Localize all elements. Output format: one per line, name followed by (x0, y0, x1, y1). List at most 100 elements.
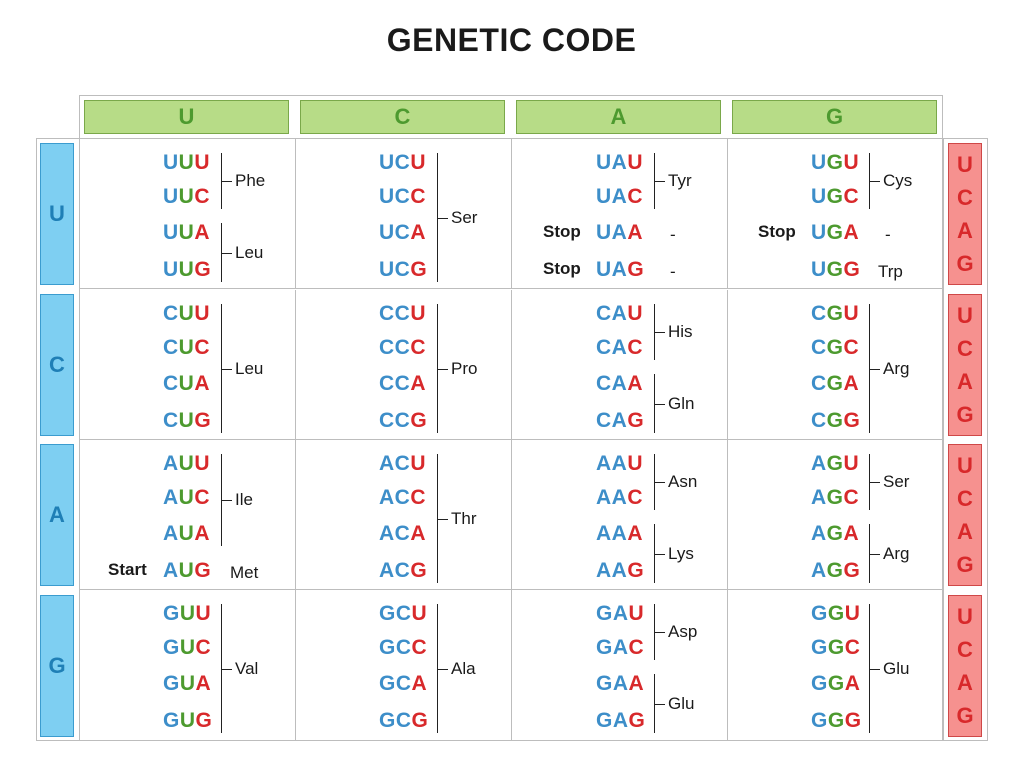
amino-acid--: - (670, 225, 676, 244)
codon-CUA: CUA (163, 372, 211, 395)
group-bracket-tick (869, 368, 880, 370)
amino-acid-Asn: Asn (668, 472, 698, 491)
third-position-letter-C: C (957, 636, 973, 662)
codon-GGU: GGU (811, 602, 861, 625)
second-position-header-A: A (516, 100, 721, 134)
page-title: GENETIC CODE (386, 22, 637, 58)
codon-AGC: AGC (811, 486, 860, 509)
codon-cell-UU: UUU UUC Phe UUA UUG Leu (80, 139, 296, 289)
codon-GAU: GAU (596, 602, 645, 625)
first-position-header-C: C (40, 294, 74, 436)
codon-cell-UA: UAU UAC Tyr UAA Stop - UAG Stop - (512, 139, 728, 289)
codon-ACG: ACG (379, 559, 428, 582)
codon-cell-AC: ACU ACC ACA ACG Thr (296, 440, 512, 590)
amino-acid-Arg: Arg (883, 358, 910, 378)
amino-acid-Trp: Trp (878, 262, 903, 281)
third-position-letter-U: U (957, 151, 973, 177)
codon-UCA: UCA (379, 221, 427, 244)
third-position-letter-G: G (956, 702, 974, 728)
amino-acid--: - (885, 225, 891, 244)
group-bracket-tick (869, 482, 880, 483)
codon-AGA: AGA (811, 522, 860, 545)
codon-cell-AU: AUU AUC AUA Ile AUG Start Met (80, 440, 296, 590)
codon-AAU: AAU (596, 452, 644, 475)
group-bracket-tick (654, 403, 665, 405)
codon-CCC: CCC (379, 336, 427, 359)
group-bracket-tick (437, 518, 448, 520)
codon-UUG: UUG (163, 258, 212, 281)
codon-GGA: GGA (811, 672, 861, 695)
codon-GUC: GUC (163, 636, 212, 659)
stop-label: Stop (543, 259, 581, 278)
amino-acid-Glu: Glu (883, 658, 910, 678)
amino-acid-Glu: Glu (668, 693, 695, 713)
codon-GCA: GCA (379, 672, 428, 695)
codon-AUU: AUU (163, 452, 211, 475)
group-bracket-tick (221, 668, 232, 670)
codon-ACU: ACU (379, 452, 427, 475)
codon-UAU: UAU (596, 151, 644, 174)
group-bracket-tick (869, 181, 880, 182)
codon-GGG: GGG (811, 709, 862, 732)
third-position-letter-C: C (957, 335, 973, 361)
amino-acid-Thr: Thr (451, 508, 477, 528)
group-bracket-tick (654, 703, 665, 705)
codon-ACC: ACC (379, 486, 427, 509)
codon-UUC: UUC (163, 185, 211, 208)
codon-UCG: UCG (379, 258, 428, 281)
codon-GGC: GGC (811, 636, 861, 659)
third-position-letter-G: G (956, 401, 974, 427)
codon-UUA: UUA (163, 221, 211, 244)
codon-GCU: GCU (379, 602, 428, 625)
amino-acid-Asp: Asp (668, 622, 698, 641)
codon-CGC: CGC (811, 336, 860, 359)
codon-UUU: UUU (163, 151, 211, 174)
codon-GAC: GAC (596, 636, 645, 659)
amino-acid-Tyr: Tyr (668, 171, 692, 190)
codon-cell-GG: GGU GGC GGA GGG Glu (728, 590, 944, 740)
codon-UGA: UGA (811, 221, 860, 244)
codon-AUG: AUG (163, 559, 212, 582)
codon-CAA: CAA (596, 372, 644, 395)
codon-UAG: UAG (596, 258, 645, 281)
first-position-header-G: G (40, 595, 74, 737)
amino-acid-Leu: Leu (235, 358, 264, 378)
group-bracket-tick (654, 181, 665, 182)
amino-acid-Ala: Ala (451, 658, 476, 678)
codon-UGU: UGU (811, 151, 860, 174)
amino-acid-Cys: Cys (883, 171, 913, 190)
group-bracket-tick (869, 668, 880, 670)
third-position-letter-U: U (957, 302, 973, 328)
codon-GCC: GCC (379, 636, 428, 659)
codon-CAG: CAG (596, 409, 645, 432)
codon-AAG: AAG (596, 559, 645, 582)
codon-CAC: CAC (596, 336, 644, 359)
codon-table: UUU UUC Phe UUA UUG Leu UCU UCC UCA UCG Ser UAU UAC T… (79, 138, 944, 741)
amino-acid-Val: Val (235, 658, 259, 678)
third-position-letter-A: A (957, 368, 973, 394)
codon-CAU: CAU (596, 302, 644, 325)
codon-AGG: AGG (811, 559, 861, 582)
codon-GUA: GUA (163, 672, 212, 695)
amino-acid-His: His (668, 322, 693, 341)
amino-acid-Phe: Phe (235, 171, 266, 190)
third-position-letter-C: C (957, 485, 973, 511)
codon-CUC: CUC (163, 336, 211, 359)
codon-UAA: UAA (596, 221, 644, 244)
codon-CCA: CCA (379, 372, 427, 395)
third-position-letter-G: G (956, 250, 974, 276)
codon-AUA: AUA (163, 522, 211, 545)
start-label: Start (108, 560, 147, 579)
codon-cell-CG: CGU CGC CGA CGG Arg (728, 290, 944, 440)
group-bracket-tick (869, 553, 880, 555)
codon-GAG: GAG (596, 709, 646, 732)
third-position-letter-C: C (957, 184, 973, 210)
codon-GUG: GUG (163, 709, 213, 732)
codon-CUU: CUU (163, 302, 211, 325)
codon-CUG: CUG (163, 409, 212, 432)
codon-cell-AG: AGU AGC Ser AGA AGG Arg (728, 440, 944, 590)
group-bracket-tick (654, 632, 665, 633)
codon-cell-CU: CUU CUC CUA CUG Leu (80, 290, 296, 440)
codon-UCU: UCU (379, 151, 427, 174)
